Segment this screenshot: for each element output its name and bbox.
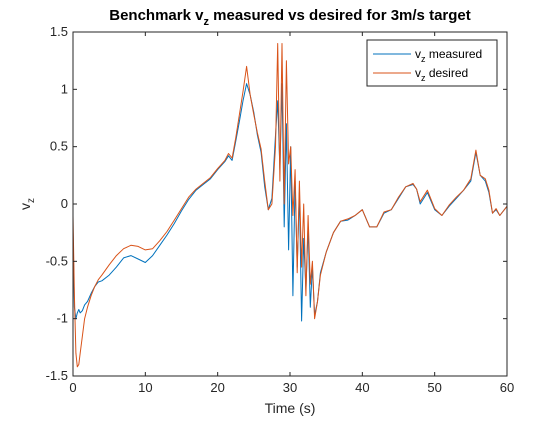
legend: vz measured vz desired — [366, 39, 498, 87]
x-axis-label: Time (s) — [265, 400, 316, 416]
y-tick-label: 1 — [61, 81, 68, 96]
x-tick-label: 20 — [210, 380, 224, 395]
y-tick-label: -1 — [56, 311, 68, 326]
y-tick-label: -0.5 — [46, 253, 68, 268]
x-tick-label: 50 — [427, 380, 441, 395]
legend-label-desired: vz desired — [415, 66, 468, 83]
y-axis-label: vz — [17, 198, 37, 210]
x-tick-label: 10 — [138, 380, 152, 395]
x-tick-label: 0 — [69, 380, 76, 395]
x-ticks: 0 10 20 30 40 50 60 — [69, 32, 514, 395]
x-tick-label: 40 — [355, 380, 369, 395]
x-tick-label: 30 — [283, 380, 297, 395]
y-tick-label: 0.5 — [50, 139, 68, 154]
y-tick-label: 0 — [61, 196, 68, 211]
legend-label-measured: vz measured — [415, 47, 482, 64]
chart-title: Benchmark vz measured vs desired for 3m/… — [109, 7, 471, 28]
y-tick-label: 1.5 — [50, 24, 68, 39]
x-tick-label: 60 — [500, 380, 514, 395]
series-group — [73, 43, 507, 368]
legend-box — [366, 39, 498, 87]
y-tick-label: -1.5 — [46, 368, 68, 383]
y-ticks: -1.5 -1 -0.5 0 0.5 1 1.5 — [46, 24, 507, 383]
series-line-desired — [73, 43, 507, 368]
